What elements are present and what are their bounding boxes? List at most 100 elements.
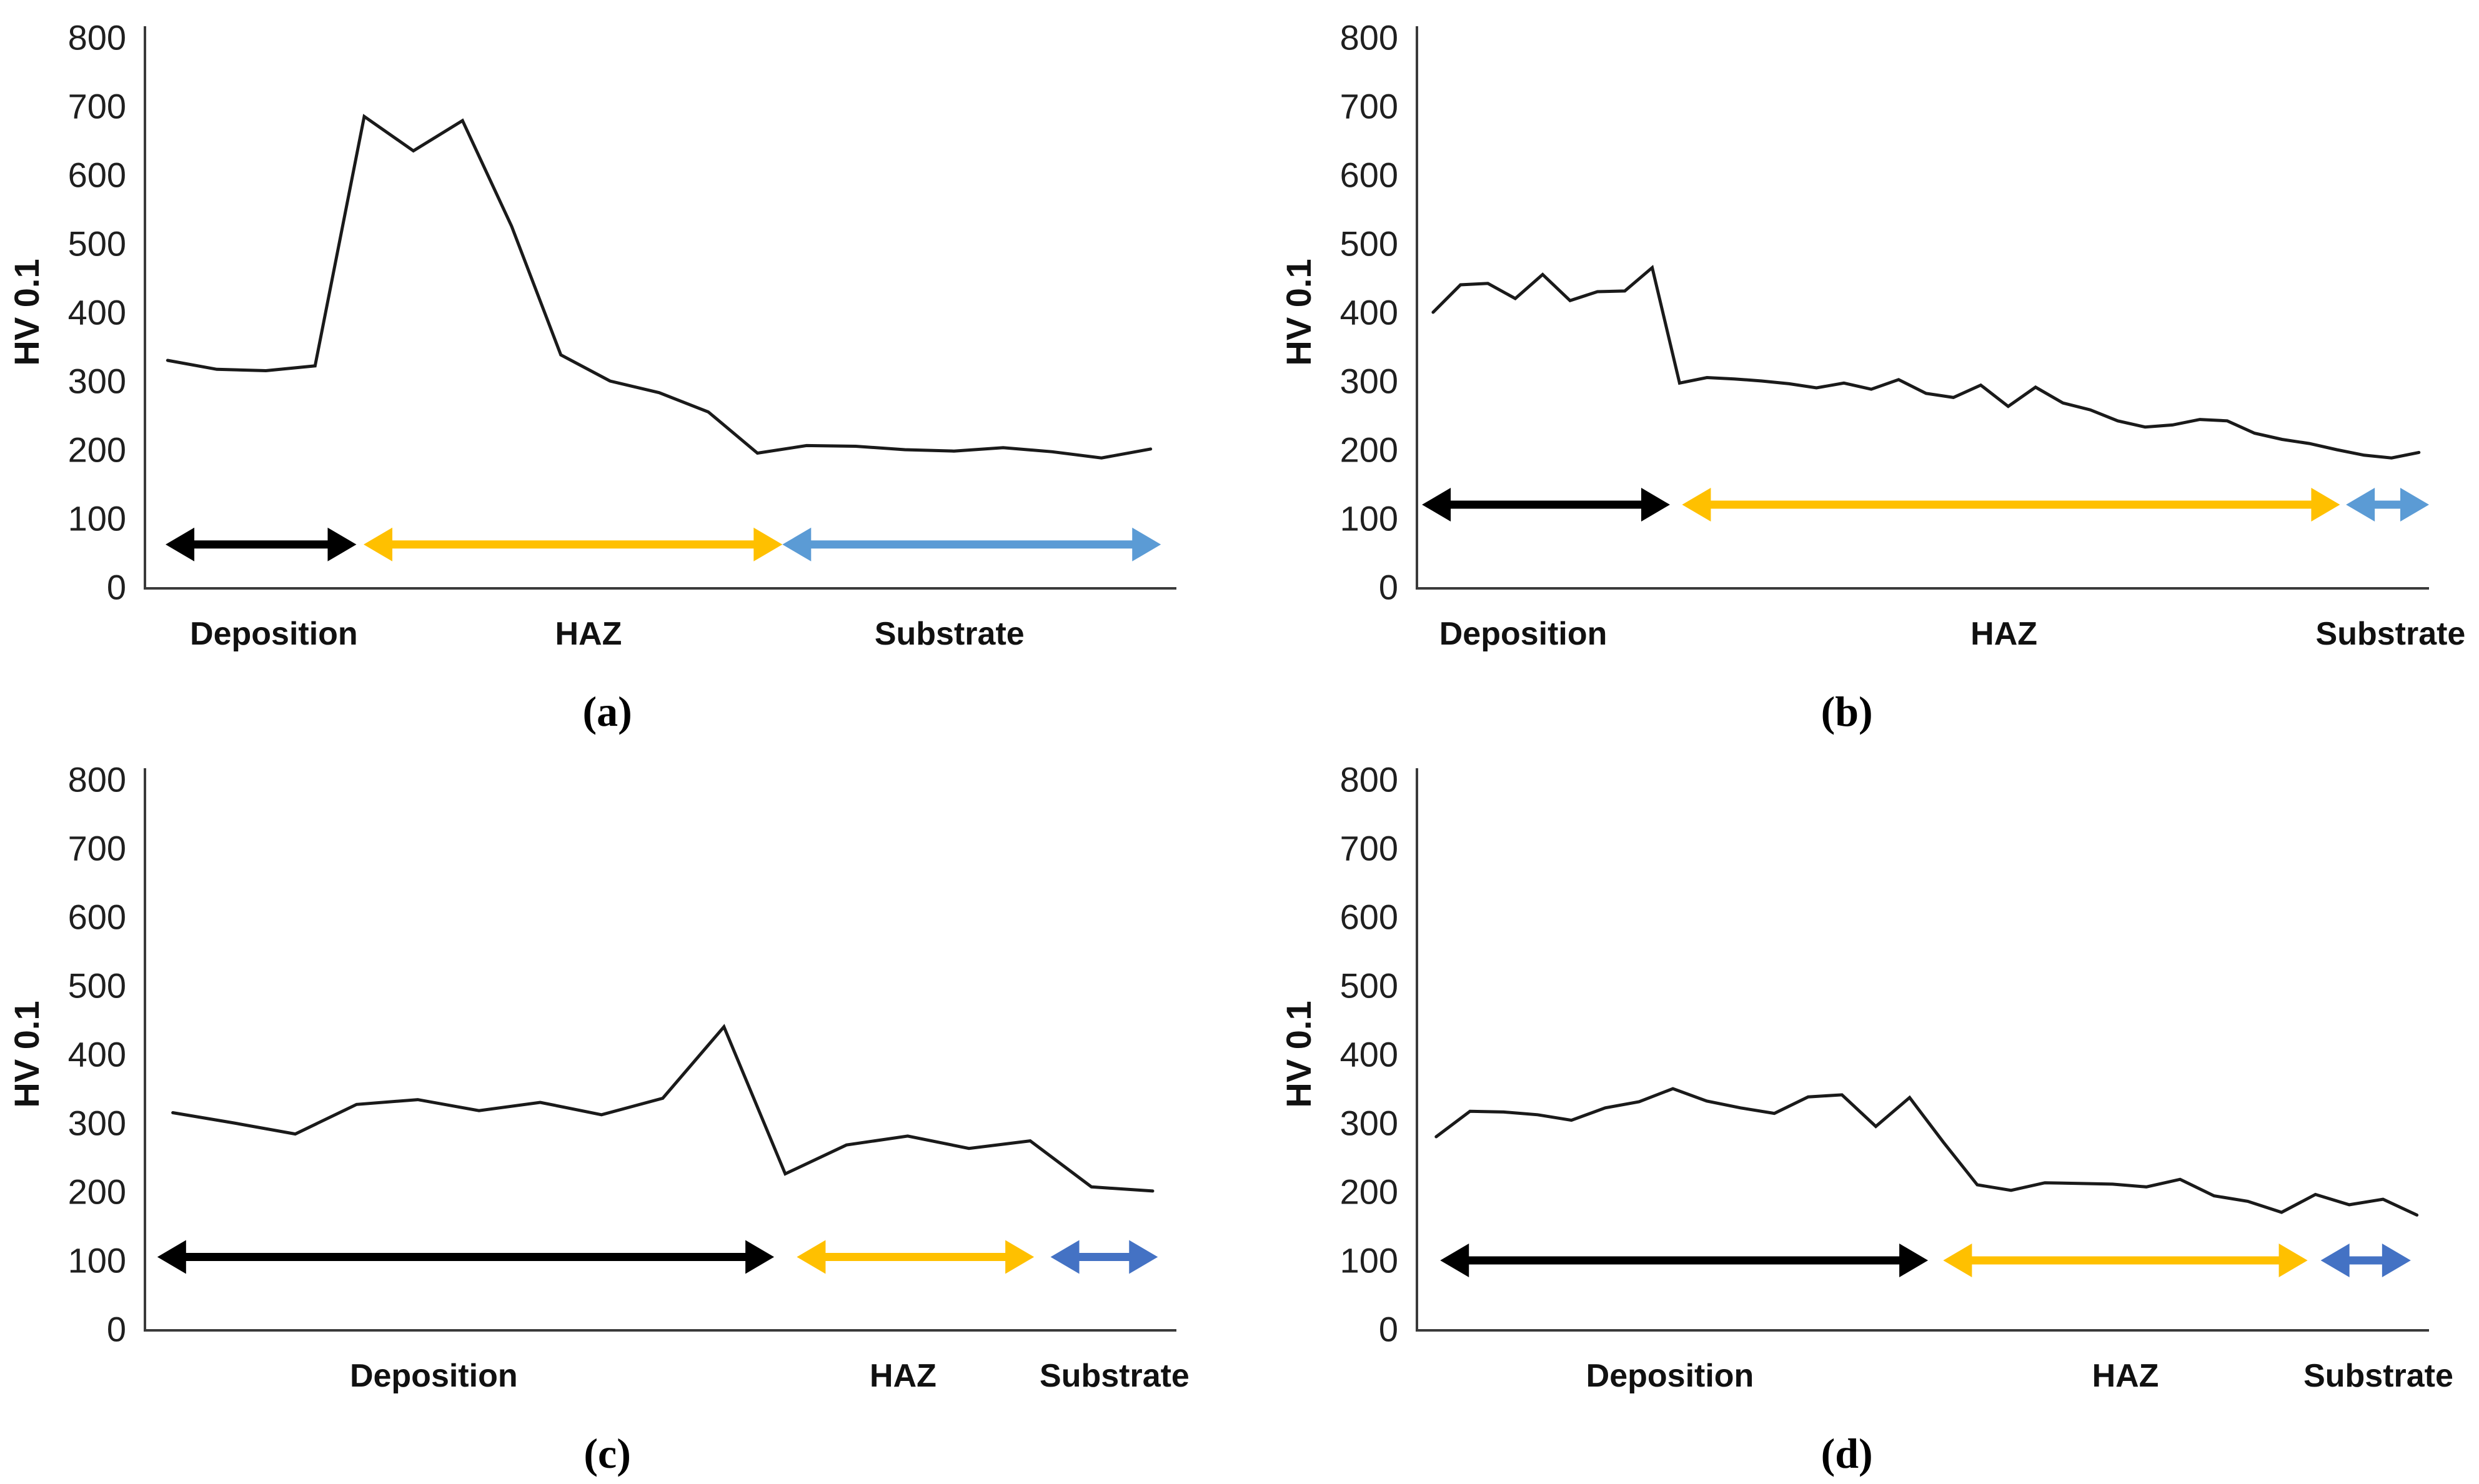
y-axis-title: HV 0.1 — [7, 1001, 46, 1107]
y-tick-label: 400 — [68, 1035, 126, 1074]
chart-svg: 0 100 200 300 400 500 600 700 800 HV 0.1 Depositio… — [1279, 18, 2466, 735]
zone-arrow-right-head — [2400, 488, 2429, 522]
y-tick-label: 300 — [1340, 362, 1398, 401]
zone-arrow-left-head — [1440, 1244, 1469, 1277]
y-tick-label: 200 — [1340, 1172, 1398, 1212]
zone-label-deposition: Deposition — [350, 1358, 518, 1394]
chart-panel-d: 0 100 200 300 400 500 600 700 800 HV 0.1 Depositio… — [1240, 742, 2479, 1484]
y-tick-label: 700 — [1340, 87, 1398, 126]
y-tick-label: 300 — [68, 362, 126, 401]
y-tick-label: 300 — [1340, 1104, 1398, 1143]
zone-arrow-haz — [1943, 1244, 2308, 1277]
zone-label-deposition: Deposition — [1586, 1358, 1754, 1394]
y-axis-title: HV 0.1 — [1279, 1001, 1318, 1107]
y-tick-label: 700 — [68, 829, 126, 868]
y-tick-label: 200 — [1340, 430, 1398, 470]
y-tick-label: 500 — [1340, 224, 1398, 264]
zone-arrow-deposition — [157, 1240, 775, 1274]
zone-arrow-deposition — [1440, 1244, 1929, 1277]
y-tick-label: 100 — [1340, 499, 1398, 538]
zone-arrow-left-head — [166, 527, 195, 561]
zone-arrow-left-head — [364, 527, 393, 561]
zone-arrow-right-head — [1899, 1244, 1929, 1277]
zone-arrow-substrate — [2346, 488, 2429, 522]
y-tick-label: 300 — [68, 1104, 126, 1143]
zone-arrow-right-head — [2278, 1244, 2308, 1277]
chart-panel-b: 0 100 200 300 400 500 600 700 800 HV 0.1 Depositio… — [1240, 0, 2479, 742]
y-tick-label: 400 — [68, 293, 126, 332]
y-tick-label: 0 — [1379, 568, 1398, 607]
zone-arrow-left-head — [1682, 488, 1711, 522]
y-tick-label: 600 — [1340, 156, 1398, 195]
y-tick-label: 600 — [68, 898, 126, 937]
zone-label-haz: HAZ — [1970, 616, 2037, 652]
y-tick-label: 100 — [68, 1241, 126, 1280]
hardness-profile-line — [1431, 264, 2421, 460]
zone-arrow-right-head — [1005, 1240, 1035, 1274]
hardness-profile-line — [166, 114, 1153, 460]
y-tick-label: 400 — [1340, 293, 1398, 332]
y-tick-label: 600 — [1340, 898, 1398, 937]
y-tick-label: 200 — [68, 430, 126, 470]
panel-letter: (d) — [1821, 1430, 1873, 1477]
y-axis-title: HV 0.1 — [1279, 259, 1318, 365]
zone-label-haz: HAZ — [870, 1358, 936, 1394]
hardness-profile-line — [1434, 1087, 2419, 1217]
zone-arrow-deposition — [1422, 488, 1670, 522]
zone-arrow-left-head — [157, 1240, 186, 1274]
panel-letter: (c) — [584, 1430, 630, 1477]
chart-svg: 0 100 200 300 400 500 600 700 800 HV 0.1 Depositio… — [7, 18, 1176, 735]
chart-svg: 0 100 200 300 400 500 600 700 800 HV 0.1 Depositio… — [1279, 760, 2453, 1477]
zone-arrow-left-head — [782, 527, 812, 561]
panel-letter: (a) — [583, 688, 632, 735]
y-tick-label: 0 — [1379, 1310, 1398, 1349]
zone-arrow-right-head — [753, 527, 783, 561]
zone-arrow-haz — [1682, 488, 2340, 522]
zone-arrow-left-head — [2320, 1244, 2350, 1277]
zone-arrow-right-head — [2311, 488, 2340, 522]
zone-label-deposition: Deposition — [1439, 616, 1607, 652]
y-axis-title: HV 0.1 — [7, 259, 46, 365]
zone-arrow-left-head — [2346, 488, 2375, 522]
y-tick-label: 100 — [1340, 1241, 1398, 1280]
y-tick-label: 400 — [1340, 1035, 1398, 1074]
zone-arrow-right-head — [1129, 1240, 1158, 1274]
zone-arrow-substrate — [2320, 1244, 2411, 1277]
zone-label-substrate: Substrate — [2316, 616, 2466, 652]
zone-arrow-deposition — [166, 527, 357, 561]
y-tick-label: 700 — [68, 87, 126, 126]
hardness-profile-line — [171, 1024, 1155, 1193]
zone-arrow-right-head — [745, 1240, 775, 1274]
zone-label-deposition: Deposition — [190, 616, 358, 652]
y-tick-label: 800 — [1340, 760, 1398, 799]
zone-arrow-left-head — [1050, 1240, 1080, 1274]
y-tick-label: 200 — [68, 1172, 126, 1212]
chart-panel-a: 0 100 200 300 400 500 600 700 800 HV 0.1 Depositio… — [0, 0, 1240, 742]
zone-label-substrate: Substrate — [2303, 1358, 2453, 1394]
y-tick-label: 100 — [68, 499, 126, 538]
zone-arrow-right-head — [327, 527, 357, 561]
zone-arrow-right-head — [2382, 1244, 2411, 1277]
y-tick-label: 0 — [107, 1310, 126, 1349]
zone-label-haz: HAZ — [2092, 1358, 2159, 1394]
y-tick-label: 600 — [68, 156, 126, 195]
y-tick-label: 500 — [68, 224, 126, 264]
zone-arrow-right-head — [1132, 527, 1161, 561]
zone-label-substrate: Substrate — [875, 616, 1025, 652]
zone-arrow-substrate — [782, 527, 1161, 561]
y-tick-label: 800 — [68, 760, 126, 799]
zone-arrow-right-head — [1641, 488, 1670, 522]
chart-svg: 0 100 200 300 400 500 600 700 800 HV 0.1 Depositio… — [7, 760, 1190, 1477]
zone-arrow-left-head — [1422, 488, 1451, 522]
y-tick-label: 800 — [68, 18, 126, 57]
y-tick-label: 0 — [107, 568, 126, 607]
zone-arrow-haz — [364, 527, 783, 561]
zone-arrow-substrate — [1050, 1240, 1158, 1274]
zone-arrow-left-head — [797, 1240, 826, 1274]
zone-arrow-haz — [797, 1240, 1035, 1274]
y-tick-label: 500 — [1340, 966, 1398, 1006]
y-tick-label: 500 — [68, 966, 126, 1006]
y-tick-label: 700 — [1340, 829, 1398, 868]
chart-panel-c: 0 100 200 300 400 500 600 700 800 HV 0.1 Depositio… — [0, 742, 1240, 1484]
